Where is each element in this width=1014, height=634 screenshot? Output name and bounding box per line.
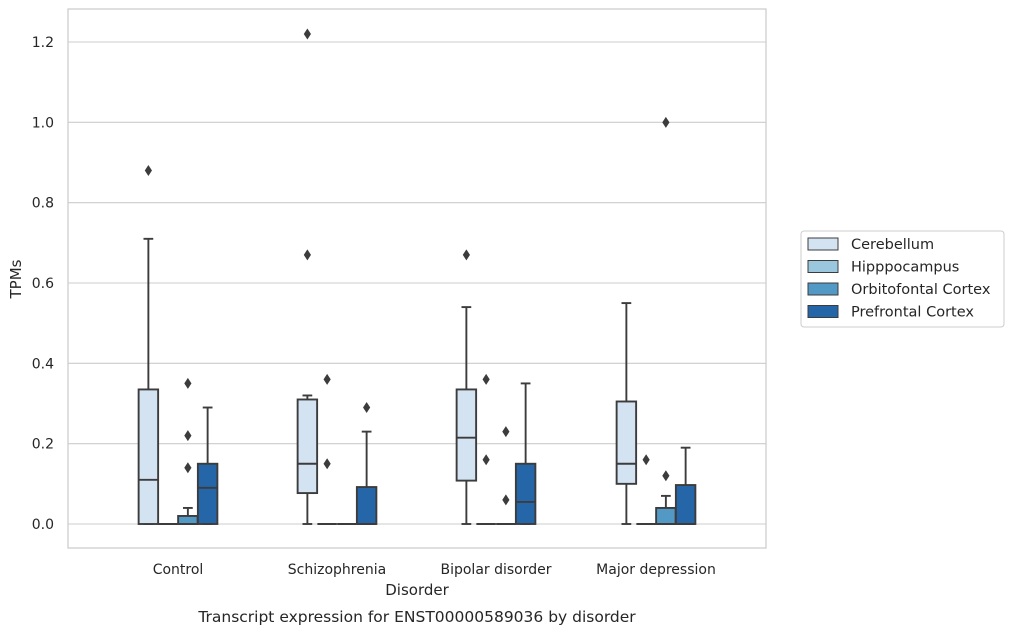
y-tick-label: 0.4: [32, 356, 54, 372]
outlier-point: [662, 116, 670, 128]
y-axis-title: TPMs: [7, 259, 25, 299]
y-tick-label: 0.2: [32, 437, 54, 453]
outlier-point: [184, 377, 192, 389]
box: [496, 426, 516, 525]
y-tick-label: 0.8: [32, 196, 54, 212]
box: [317, 373, 337, 525]
y-tick-label: 0.6: [32, 276, 54, 292]
series-hipppocampus: [158, 373, 656, 525]
box: [296, 28, 319, 525]
series-prefrontal-cortex: [196, 382, 697, 525]
outlier-point: [303, 249, 311, 261]
chart-caption: Transcript expression for ENST0000058903…: [197, 608, 636, 626]
box: [196, 406, 219, 525]
legend: Cerebellum Hipppocampus Orbitofontal Corte…: [800, 230, 1005, 328]
y-axis-ticks: 0.0 0.2 0.4 0.6 0.8 1.0 1.2: [32, 35, 54, 533]
legend-swatch: [807, 282, 839, 296]
box-body: [196, 462, 219, 525]
series-cerebellum: [137, 28, 638, 525]
outlier-point: [363, 402, 371, 414]
legend-item: Orbitofontal Cortex: [807, 282, 991, 298]
box: [674, 446, 697, 525]
box-body: [355, 486, 378, 525]
box: [455, 249, 478, 525]
legend-label: Cerebellum: [851, 237, 934, 253]
x-tick-label: Schizophrenia: [288, 562, 386, 578]
x-tick-label: Control: [153, 562, 204, 578]
outlier-point: [662, 470, 670, 482]
y-tick-label: 0.0: [32, 517, 54, 533]
box-body: [177, 515, 199, 525]
box: [476, 373, 496, 525]
outlier-point: [502, 494, 510, 506]
outlier-point: [303, 28, 311, 40]
box: [514, 382, 537, 525]
outlier-point: [642, 454, 650, 466]
outlier-point: [184, 430, 192, 442]
outlier-point: [482, 454, 490, 466]
outlier-point: [323, 373, 331, 385]
series-orbitofontal-cortex: [177, 116, 677, 525]
legend-swatch: [807, 237, 839, 251]
legend-item: Prefrontal Cortex: [807, 305, 974, 321]
outlier-point: [144, 165, 152, 177]
outlier-point: [462, 249, 470, 261]
outlier-point: [323, 458, 331, 470]
x-axis-ticks: Control Schizophrenia Bipolar disorder Majo…: [153, 562, 716, 578]
x-tick-label: Major depression: [596, 562, 716, 578]
box-body: [615, 400, 638, 485]
legend-swatch: [807, 260, 839, 273]
box-body: [137, 388, 160, 525]
x-axis-title: Disorder: [385, 581, 449, 599]
outlier-point: [502, 426, 510, 438]
box-body: [674, 484, 697, 525]
gridlines: [68, 41, 766, 525]
legend-item: Cerebellum: [807, 237, 934, 253]
box-body: [455, 388, 478, 482]
box: [137, 165, 160, 525]
plot-area: [67, 8, 767, 549]
legend-frame: [800, 230, 1005, 328]
legend-label: Hipppocampus: [851, 260, 959, 276]
box: [655, 116, 677, 525]
box: [615, 302, 638, 525]
box-series: [137, 28, 697, 525]
outlier-point: [184, 462, 192, 474]
box-body: [296, 398, 319, 495]
box-body: [514, 462, 537, 525]
legend-swatch: [807, 305, 839, 318]
legend-item: Hipppocampus: [807, 260, 959, 276]
x-tick-label: Bipolar disorder: [440, 562, 551, 578]
legend-items: Cerebellum Hipppocampus Orbitofontal Corte…: [807, 237, 991, 321]
y-tick-label: 1.0: [32, 115, 54, 131]
box-body: [655, 506, 677, 525]
box: [636, 454, 656, 525]
legend-label: Prefrontal Cortex: [851, 305, 974, 321]
outlier-point: [482, 373, 490, 385]
box: [355, 402, 378, 525]
y-tick-label: 1.2: [32, 35, 54, 51]
legend-label: Orbitofontal Cortex: [851, 282, 991, 298]
